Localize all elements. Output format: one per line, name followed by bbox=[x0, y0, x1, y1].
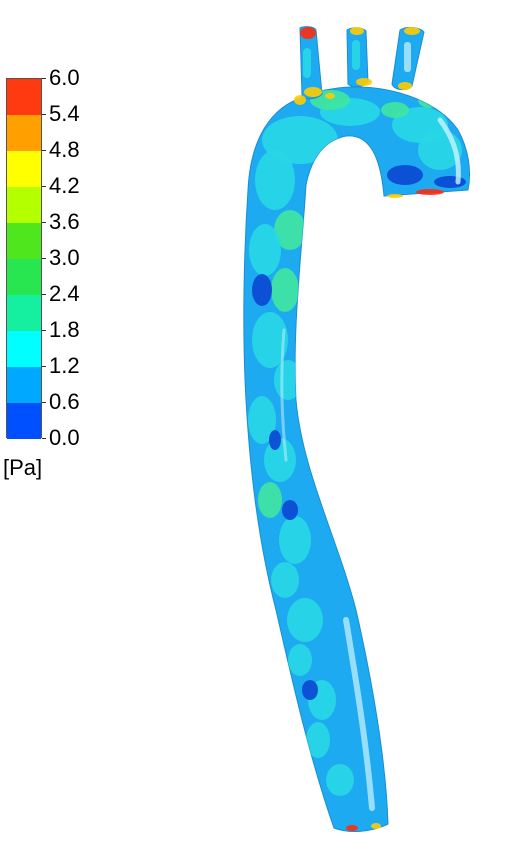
aorta-surface bbox=[243, 26, 471, 832]
wss-patch bbox=[258, 482, 282, 518]
specular-highlights bbox=[280, 117, 461, 811]
color-bar bbox=[6, 78, 42, 439]
wss-patch bbox=[249, 224, 281, 276]
wss-patch bbox=[288, 644, 312, 676]
legend-tick-mark bbox=[42, 366, 46, 367]
legend-band bbox=[7, 367, 41, 403]
supra-aortic-branches bbox=[299, 26, 425, 100]
legend-tick-label: 5.4 bbox=[49, 101, 80, 126]
legend-tick-mark bbox=[42, 294, 46, 295]
legend-band bbox=[7, 79, 41, 115]
legend-tick-label: 1.8 bbox=[49, 317, 80, 342]
legend-tick-mark bbox=[42, 114, 46, 115]
legend-tick-label: 0.6 bbox=[49, 389, 80, 414]
wss-patch bbox=[252, 312, 288, 368]
hotspot bbox=[404, 27, 420, 35]
hotspot bbox=[371, 823, 381, 829]
wss-patch bbox=[326, 764, 354, 796]
wss-patch bbox=[279, 516, 311, 564]
legend-band bbox=[7, 223, 41, 259]
hotspot bbox=[325, 93, 335, 99]
wss-patch bbox=[381, 102, 409, 118]
wss-patch bbox=[387, 165, 423, 185]
legend-band bbox=[7, 403, 41, 439]
highlight-streak bbox=[343, 617, 375, 811]
wss-patch bbox=[252, 274, 272, 306]
wss-patch bbox=[248, 396, 276, 444]
hotspot bbox=[398, 82, 412, 90]
hotspot bbox=[416, 189, 444, 195]
legend-band bbox=[7, 259, 41, 295]
legend-tick-mark bbox=[42, 402, 46, 403]
legend-tick-label: 3.6 bbox=[49, 209, 80, 234]
wss-patch bbox=[282, 500, 298, 520]
wss-patch bbox=[434, 176, 466, 188]
hotspot bbox=[294, 95, 306, 105]
hotspot bbox=[387, 194, 403, 198]
hotspot bbox=[350, 27, 364, 35]
legend-tick-mark bbox=[42, 78, 46, 79]
branch-patch bbox=[404, 42, 411, 72]
wss-patch bbox=[271, 268, 299, 312]
legend-tick-label: 4.2 bbox=[49, 173, 80, 198]
hotspot bbox=[304, 87, 322, 97]
hotspot bbox=[356, 78, 372, 86]
wss-patch bbox=[418, 92, 442, 108]
legend-tick-label: 2.4 bbox=[49, 281, 80, 306]
wss-patch bbox=[287, 598, 323, 642]
legend-tick-label: 6.0 bbox=[49, 65, 80, 90]
legend-unit: [Pa] bbox=[3, 455, 43, 480]
legend-tick-mark bbox=[42, 222, 46, 223]
wss-patch bbox=[255, 150, 295, 210]
wss-patch bbox=[306, 722, 330, 758]
legend-band bbox=[7, 115, 41, 151]
hotspot bbox=[300, 27, 316, 39]
legend-tick-label: 1.2 bbox=[49, 353, 80, 378]
wss-patch bbox=[302, 680, 318, 700]
wss-patch bbox=[264, 438, 296, 482]
branch-patch bbox=[303, 48, 311, 78]
wss-patch bbox=[274, 210, 306, 250]
legend-band bbox=[7, 331, 41, 367]
legend-band bbox=[7, 295, 41, 331]
legend-tick-label: 3.0 bbox=[49, 245, 80, 270]
legend-tick-mark bbox=[42, 150, 46, 151]
wss-patch bbox=[274, 360, 302, 400]
high-wss-spots bbox=[294, 27, 444, 831]
branch-patch bbox=[352, 40, 360, 70]
wss-patch bbox=[271, 562, 299, 598]
legend-tick-mark bbox=[42, 330, 46, 331]
highlight-streak bbox=[437, 117, 461, 185]
legend-band bbox=[7, 151, 41, 187]
legend-band bbox=[7, 187, 41, 223]
wss-patch bbox=[269, 430, 281, 450]
hotspot bbox=[346, 825, 358, 831]
legend-tick-label: 0.0 bbox=[49, 425, 80, 450]
legend-tick-label: 4.8 bbox=[49, 137, 80, 162]
color-legend: 6.0 5.4 4.8 4.2 3.6 3.0 2.4 1.8 1.2 0.6 0.0 [Pa] bbox=[0, 0, 120, 500]
legend-tick-mark bbox=[42, 186, 46, 187]
highlight-streak bbox=[280, 328, 288, 462]
legend-tick-mark bbox=[42, 438, 46, 439]
legend-tick-mark bbox=[42, 258, 46, 259]
